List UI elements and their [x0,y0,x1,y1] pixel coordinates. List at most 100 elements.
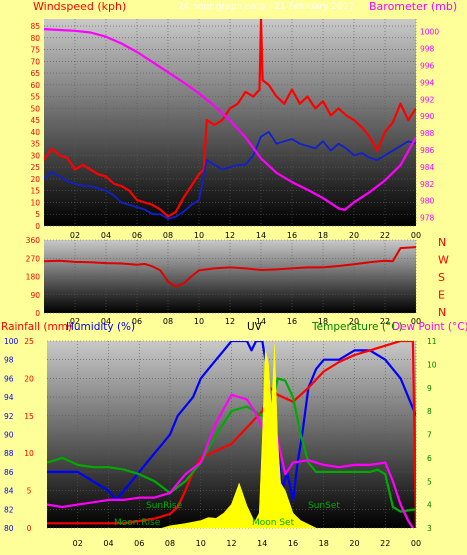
y-tick-label: 180 [26,273,41,282]
compass-point: N [438,306,446,319]
x-tick-label: 06 [132,231,142,240]
moonset-marker: Moon Set [252,518,295,528]
wind-pressure-series [44,19,416,220]
y-tick-label: 4 [427,501,432,510]
y-tick-label: 60 [30,81,40,90]
x-tick-label: 00 [411,539,421,548]
x-tick-label: 20 [349,231,359,240]
x-tick-label: 06 [132,317,142,326]
y-tick-label: 11 [427,337,437,346]
y-tick-label: 360 [26,236,41,245]
y-tick-label: 980 [420,197,435,206]
y-tick-label: 0 [35,222,40,231]
y-tick-label: 40 [30,128,40,137]
x-tick-label: 14 [256,231,266,240]
y-tick-label: 92 [4,412,14,421]
dew-point-axis-label: Dew Point (°C) [392,321,467,333]
y-tick-label: 20 [24,374,34,383]
y-tick-label: 5 [35,210,40,219]
y-tick-label: 1000 [420,28,439,37]
y-tick-label: 94 [4,393,14,402]
y-tick-label: 50 [30,104,40,113]
x-tick-label: 18 [319,539,329,548]
x-tick-label: 18 [318,231,328,240]
y-tick-label: 982 [420,180,435,189]
y-tick-label: 0 [27,524,32,533]
x-tick-label: 08 [163,231,173,240]
rainfall-axis-ticks: 0 5 10 15 20 25 [24,337,34,533]
y-tick-label: 70 [30,57,40,66]
x-tick-label: 04 [101,231,111,240]
y-tick-label: 98 [4,356,14,365]
x-tick-label: 22 [380,231,390,240]
x-tick-label: 22 [380,539,390,548]
indoor_temp-line [47,393,415,528]
y-tick-label: 6 [427,454,432,463]
y-tick-label: 100 [4,337,19,346]
y-tick-label: 996 [420,61,435,70]
y-tick-label: 25 [24,337,34,346]
y-tick-label: 8 [427,407,432,416]
y-tick-label: 45 [30,116,40,125]
moonrise-marker: Moon Rise [114,518,161,528]
y-tick-label: 82 [4,505,14,514]
wind-line [44,130,416,220]
y-tick-label: 80 [4,524,14,533]
y-tick-label: 90 [4,431,14,440]
windspeed-axis-label: Windspeed (kph) [33,0,126,13]
y-tick-label: 90 [30,291,40,300]
uv-axis-label: UV [247,321,263,333]
x-tick-label: 10 [194,231,204,240]
y-tick-label: 9 [427,384,432,393]
barometer-axis-ticks: 978 980 982 984 986 988 990 992 994 996 998 1000 [420,28,439,223]
x-tick-label: 10 [196,539,206,548]
x-tick-label: 06 [134,539,144,548]
y-tick-label: 10 [30,198,40,207]
x-tick-label: 08 [165,539,175,548]
x-tick-label: 04 [103,539,113,548]
humidity-axis-ticks: 80 82 84 86 88 90 92 94 96 98 100 [4,337,19,533]
x-tick-label: 12 [226,539,236,548]
compass-point: E [438,289,445,302]
y-tick-label: 984 [420,163,435,172]
y-tick-label: 5 [27,487,32,496]
y-tick-label: 270 [26,254,41,263]
x-tick-label: 14 [256,317,266,326]
y-tick-label: 15 [30,187,40,196]
direction-line [44,246,416,288]
y-tick-label: 35 [30,140,40,149]
y-tick-label: 75 [30,46,40,55]
barometer-axis-label: Barometer (mb) [369,0,457,13]
y-tick-label: 80 [30,34,40,43]
y-tick-label: 10 [427,360,437,369]
rainfall-axis-label: Rainfall (mm) [1,321,72,333]
y-tick-label: 15 [24,412,34,421]
sunrise-marker: SunRise [146,501,183,511]
y-tick-label: 988 [420,129,435,138]
y-tick-label: 85 [30,22,40,31]
compass-point: N [438,236,446,249]
y-tick-label: 10 [24,449,34,458]
temperature-axis-label: Temperature (°C) [311,321,403,333]
y-tick-label: 5 [427,477,432,486]
x-tick-label: 16 [287,317,297,326]
compass-point: S [438,271,445,284]
barometer-line [44,28,416,211]
x-tick-label: 20 [349,539,359,548]
y-tick-label: 84 [4,487,14,496]
x-tick-label: 16 [287,231,297,240]
y-tick-label: 55 [30,93,40,102]
x-tick-label: 22 [380,317,390,326]
x-tick-label: 18 [318,317,328,326]
temperature-line [47,341,416,528]
y-tick-label: 30 [30,151,40,160]
date-title: 24 hour graph data - 21 February 2017 [178,2,354,12]
x-tick-label: 20 [349,317,359,326]
x-tick-label: 00 [411,317,421,326]
x-tick-label: 02 [73,539,83,548]
x-tick-label: 08 [163,317,173,326]
x-tick-label: 04 [101,317,111,326]
